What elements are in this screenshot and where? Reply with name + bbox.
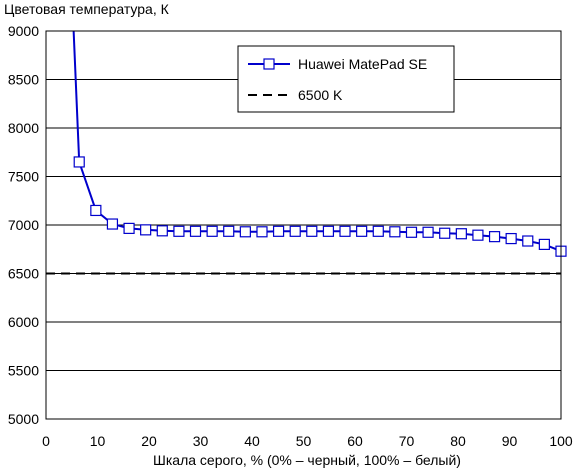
data-point-marker	[306, 225, 318, 237]
data-point-marker	[389, 226, 401, 238]
data-point-marker	[472, 229, 484, 241]
y-tick-label: 6000	[8, 314, 39, 330]
legend-marker-series	[263, 58, 275, 70]
x-tick-label: 0	[42, 433, 50, 449]
x-tick-label: 30	[193, 433, 209, 449]
x-tick-label: 80	[450, 433, 466, 449]
plot-border	[45, 30, 562, 420]
series-markers	[73, 156, 567, 257]
y-tick-label: 7000	[8, 217, 39, 233]
legend-label-series: Huawei MatePad SE	[298, 56, 427, 72]
y-tick-label: 8000	[8, 120, 39, 136]
data-point-marker	[239, 226, 251, 238]
x-axis-label: Шкала серого, % (0% – черный, 100% – бел…	[153, 452, 461, 468]
legend: Huawei MatePad SE 6500 K	[237, 45, 455, 113]
x-tick-label: 60	[347, 433, 363, 449]
data-point-marker	[123, 222, 135, 234]
data-point-marker	[272, 225, 285, 237]
x-tick-label: 20	[141, 433, 157, 449]
x-tick-label: 50	[296, 433, 312, 449]
y-tick-labels: 5000 5500 6000 6500 7000 7500 8000 8500 9000	[8, 23, 39, 427]
y-tick-label: 8500	[8, 72, 39, 88]
data-point-marker	[372, 225, 384, 237]
data-point-marker	[488, 231, 501, 243]
data-point-marker	[156, 225, 168, 237]
y-tick-label: 5500	[8, 363, 39, 379]
x-tick-label: 90	[502, 433, 518, 449]
data-point-marker	[189, 225, 202, 237]
y-tick-label: 5000	[8, 411, 39, 427]
data-point-marker	[106, 218, 119, 230]
data-point-marker	[439, 227, 451, 239]
data-point-marker	[522, 235, 534, 247]
data-point-marker	[256, 226, 268, 238]
legend-label-reference: 6500 K	[298, 87, 343, 103]
x-tick-label: 40	[244, 433, 260, 449]
data-point-marker	[90, 204, 102, 217]
x-tick-label: 70	[399, 433, 415, 449]
data-point-marker	[505, 232, 517, 245]
data-point-marker	[538, 238, 550, 250]
x-tick-label: 100	[549, 433, 573, 449]
y-axis-label: Цветовая температура, К	[4, 1, 170, 17]
x-tick-label: 10	[90, 433, 106, 449]
data-point-marker	[223, 225, 235, 237]
data-point-marker	[206, 225, 218, 237]
data-point-marker	[422, 226, 434, 238]
data-point-marker	[339, 225, 351, 237]
legend-box	[237, 45, 455, 113]
data-point-marker	[322, 225, 335, 237]
y-tick-label: 7500	[8, 169, 39, 185]
data-point-marker	[289, 225, 301, 237]
y-tick-label: 9000	[8, 23, 39, 39]
data-point-marker	[405, 226, 418, 238]
y-tick-label: 6500	[8, 266, 39, 282]
data-point-marker	[356, 225, 368, 237]
x-tick-labels: 0 10 20 30 40 50 60 70 80 90 100	[42, 433, 573, 449]
data-point-marker	[73, 156, 85, 168]
data-point-marker	[455, 228, 467, 240]
data-point-marker	[173, 225, 185, 237]
data-point-marker	[140, 224, 152, 236]
